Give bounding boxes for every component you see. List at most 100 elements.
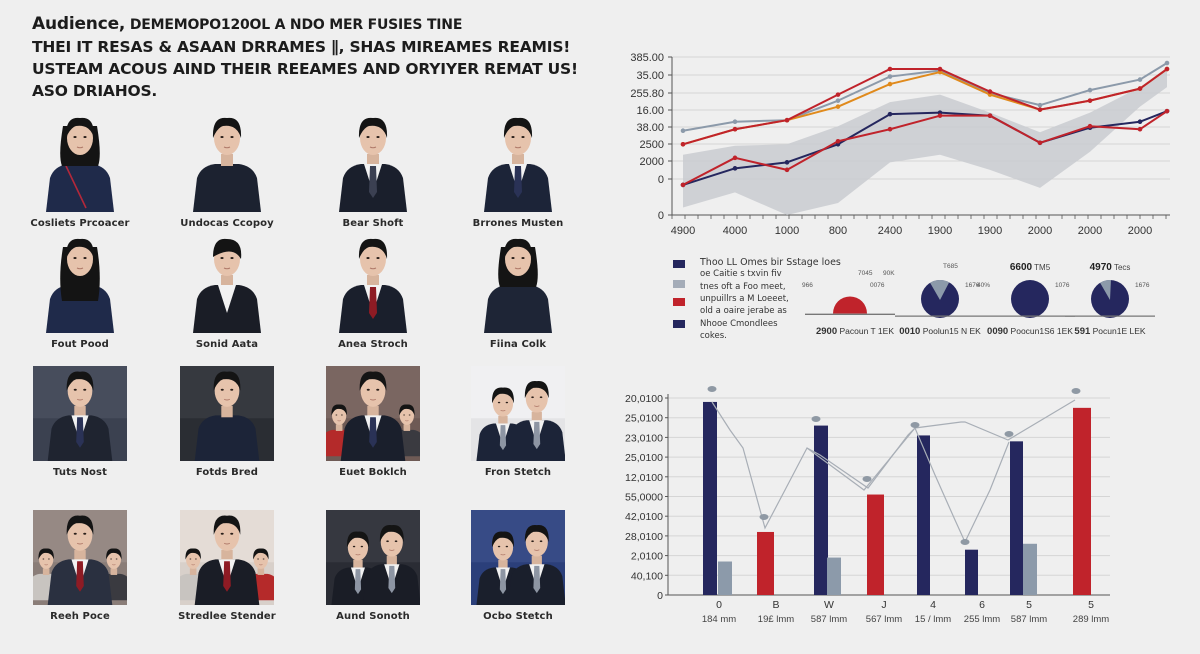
profile-card[interactable]: Aund Sonoth	[308, 510, 438, 622]
data-point[interactable]	[1087, 87, 1093, 93]
profile-photo[interactable]	[473, 112, 563, 212]
data-point[interactable]	[937, 113, 943, 118]
data-marker[interactable]	[862, 476, 872, 482]
bar[interactable]	[867, 494, 884, 595]
data-point[interactable]	[732, 119, 738, 125]
data-point[interactable]	[732, 166, 738, 171]
profile-photo[interactable]	[328, 112, 418, 212]
data-point[interactable]	[887, 74, 893, 79]
profile-card[interactable]: Stredlee Stender	[162, 510, 292, 622]
data-point[interactable]	[1137, 77, 1143, 82]
profile-card[interactable]: Cosliets Prcoacer	[15, 112, 145, 229]
data-point[interactable]	[1137, 126, 1143, 132]
headline-line: Audience, DEMEMOPO120OL A NDO MER FUSIES…	[32, 13, 552, 36]
bar[interactable]	[1023, 543, 1037, 595]
profile-photo[interactable]	[471, 366, 565, 461]
data-marker[interactable]	[707, 386, 717, 392]
profile-name: Fiina Colk	[489, 339, 547, 350]
data-point[interactable]	[784, 117, 790, 123]
data-point[interactable]	[987, 113, 993, 118]
data-point[interactable]	[937, 66, 943, 72]
data-marker[interactable]	[910, 422, 920, 428]
profile-photo[interactable]	[326, 510, 420, 605]
data-point[interactable]	[1164, 66, 1170, 72]
bar[interactable]	[757, 531, 774, 595]
profile-card[interactable]: Brrones Musten	[453, 112, 583, 229]
pie-chart[interactable]: 6600 TM5 40% 1076 0090 Poocun1S6 1EK	[975, 260, 1085, 340]
profile-card[interactable]: Fiina Colk	[453, 233, 583, 350]
data-point[interactable]	[680, 141, 686, 147]
data-point[interactable]	[732, 126, 738, 132]
profile-photo[interactable]	[182, 233, 272, 333]
data-marker[interactable]	[759, 514, 769, 520]
profile-photo[interactable]	[182, 112, 272, 212]
profile-photo[interactable]	[33, 366, 127, 461]
data-point[interactable]	[1037, 107, 1043, 112]
profile-photo[interactable]	[35, 112, 125, 212]
bar[interactable]	[917, 435, 930, 595]
bar[interactable]	[703, 401, 717, 595]
data-point[interactable]	[784, 167, 790, 173]
bar[interactable]	[827, 557, 841, 595]
profile-card[interactable]: Fotds Bred	[162, 366, 292, 478]
profile-photo[interactable]	[180, 366, 274, 461]
data-point[interactable]	[835, 138, 841, 144]
data-marker[interactable]	[960, 539, 970, 545]
profile-card[interactable]: Fron Stetch	[453, 366, 583, 478]
profile-card[interactable]: Undocas Ccopoy	[162, 112, 292, 229]
profile-photo[interactable]	[326, 366, 420, 461]
profile-card[interactable]: Sonid Aata	[162, 233, 292, 350]
data-point[interactable]	[887, 126, 893, 132]
data-marker[interactable]	[1071, 388, 1081, 394]
bar[interactable]	[1073, 407, 1091, 595]
data-point[interactable]	[784, 160, 790, 165]
profile-card[interactable]: Anea Stroch	[308, 233, 438, 350]
data-point[interactable]	[835, 98, 841, 103]
profile-card[interactable]: Ocbo Stetch	[453, 510, 583, 622]
data-point[interactable]	[732, 155, 738, 161]
profile-card[interactable]: Fout Pood	[15, 233, 145, 350]
bar[interactable]	[965, 549, 978, 595]
pie-footer-text: Pacoun T 1EK	[837, 326, 894, 336]
pie-chart[interactable]: T685 90K 1676 0010 Poolun15 N EK	[883, 260, 995, 340]
profile-card[interactable]: Euet Boklch	[308, 366, 438, 478]
legend-text: cokes.	[700, 330, 727, 341]
data-point[interactable]	[680, 182, 686, 188]
data-point[interactable]	[1087, 123, 1093, 129]
data-point[interactable]	[1137, 119, 1143, 125]
profile-photo[interactable]	[328, 233, 418, 333]
profile-photo[interactable]	[473, 233, 563, 333]
profile-photo[interactable]	[471, 510, 565, 605]
profile-photo[interactable]	[180, 510, 274, 605]
pie-chart[interactable]: 7045 966 0076 2900 Pacoun T 1EK	[800, 260, 910, 340]
data-point[interactable]	[1137, 86, 1143, 91]
data-point[interactable]	[835, 92, 841, 97]
headline-line: ASO DRIAHOS.	[32, 80, 552, 102]
profile-photo[interactable]	[33, 510, 127, 605]
profile-card[interactable]: Tuts Nost	[15, 366, 145, 478]
x-tick-label: B	[772, 599, 779, 611]
profile-card[interactable]: Bear Shoft	[308, 112, 438, 229]
pie-chart[interactable]: 4970 Tecs 1676 591 Pocun1E LEK	[1055, 260, 1165, 340]
bar[interactable]	[814, 425, 828, 595]
data-point[interactable]	[1087, 98, 1093, 103]
data-point[interactable]	[987, 89, 993, 94]
data-marker[interactable]	[811, 416, 821, 422]
data-marker[interactable]	[1004, 431, 1014, 437]
y-tick-label: 20,0100	[625, 393, 663, 405]
profile-card[interactable]: Reeh Poce	[15, 510, 145, 622]
data-point[interactable]	[887, 66, 893, 72]
data-point[interactable]	[1164, 60, 1170, 66]
data-point[interactable]	[1037, 140, 1043, 146]
y-tick-label: 35.00	[636, 70, 664, 82]
data-point[interactable]	[680, 128, 686, 134]
data-point[interactable]	[835, 104, 841, 109]
pie-label-left: 90K	[883, 270, 895, 277]
profile-photo[interactable]	[35, 233, 125, 333]
data-point[interactable]	[887, 81, 893, 87]
bar[interactable]	[1010, 441, 1023, 595]
data-point[interactable]	[1164, 108, 1170, 114]
bar[interactable]	[718, 561, 732, 595]
data-point[interactable]	[887, 111, 893, 117]
data-point[interactable]	[1037, 102, 1043, 108]
